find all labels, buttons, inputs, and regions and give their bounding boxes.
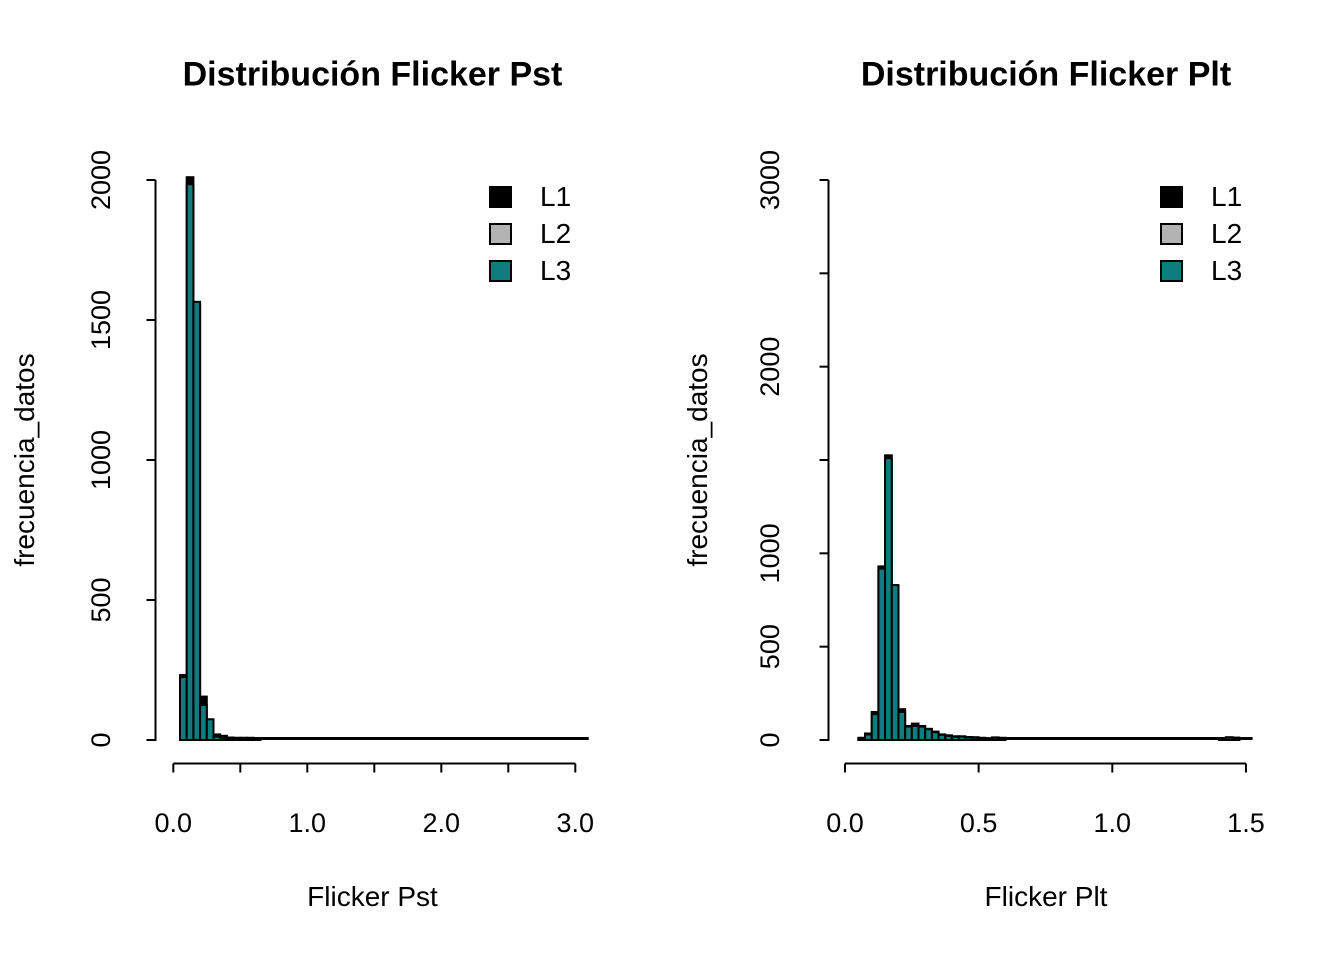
legend-label-l1: L1 xyxy=(1211,181,1243,212)
legend-item-l2: L2 xyxy=(1160,218,1243,249)
x-tick-label: 0.0 xyxy=(155,808,193,838)
x-tick-label: 2.0 xyxy=(423,808,461,838)
histogram-bar-l3 xyxy=(232,737,242,742)
histogram-bar-l3 xyxy=(239,737,249,742)
histogram-bar-l3 xyxy=(1218,737,1227,742)
y-tick-label: 0 xyxy=(755,732,785,747)
x-tick-label: 0.0 xyxy=(826,808,864,838)
y-axis-label-plt: frecuencia_datos xyxy=(682,353,713,567)
legend-plt: L1 L2 L3 xyxy=(1160,181,1243,297)
histogram-bar-l3 xyxy=(864,733,873,742)
histogram-bar-l3 xyxy=(991,736,1000,742)
histogram-bar-l3 xyxy=(1231,736,1241,741)
histogram-bar-l3 xyxy=(977,737,987,742)
histogram-bar-l3 xyxy=(219,736,228,742)
histogram-bar-l3 xyxy=(890,584,900,741)
y-tick-label: 2000 xyxy=(755,337,785,397)
y-tick-label: 1000 xyxy=(86,430,116,490)
histogram-bar-l3 xyxy=(252,737,262,741)
x-tick-label: 1.0 xyxy=(1094,808,1132,838)
histogram-bar-l3 xyxy=(877,567,887,742)
y-tick-label: 3000 xyxy=(755,150,785,210)
legend-item-l3: L3 xyxy=(1160,255,1243,286)
histogram-bar-l3 xyxy=(904,725,913,741)
y-tick-label: 1500 xyxy=(86,290,116,350)
chart-title-plt: Distribución Flicker Plt xyxy=(860,55,1232,94)
legend-item-l3: L3 xyxy=(489,255,572,286)
legend-label-l2: L2 xyxy=(540,218,572,249)
y-tick-label: 500 xyxy=(755,624,785,669)
y-tick-label: 1000 xyxy=(755,523,785,583)
legend-item-l1: L1 xyxy=(1160,181,1243,212)
histogram-bar-l3 xyxy=(997,737,1007,742)
x-tick-label: 1.5 xyxy=(1227,808,1265,838)
y-axis-label-pst: frecuencia_datos xyxy=(9,353,40,567)
y-tick-label: 2000 xyxy=(86,150,116,210)
x-tick-label: 3.0 xyxy=(557,808,595,838)
histogram-bar-l3 xyxy=(246,737,255,742)
histogram-bar-l3 xyxy=(225,737,235,742)
legend-label-l3: L3 xyxy=(1211,255,1243,286)
y-tick-label: 0 xyxy=(86,732,116,747)
histogram-bar-l3 xyxy=(984,737,994,741)
legend-label-l2: L2 xyxy=(1211,218,1243,249)
histogram-bar-l3 xyxy=(212,735,222,742)
legend-swatch-l3 xyxy=(1160,260,1183,282)
histogram-bar-l3 xyxy=(917,725,927,741)
histogram-bar-l3 xyxy=(205,718,215,742)
histogram-bar-l3 xyxy=(185,183,195,741)
legend-item-l2: L2 xyxy=(489,218,572,249)
chart-title-pst: Distribución Flicker Pst xyxy=(182,55,563,94)
y-tick-label: 500 xyxy=(86,577,116,622)
histogram-bar-l3 xyxy=(1224,736,1234,741)
legend-swatch-l2 xyxy=(1160,223,1183,245)
legend-swatch-l3 xyxy=(489,260,512,282)
histogram-bar-l3 xyxy=(924,728,933,742)
histogram-bar-l3 xyxy=(957,735,967,742)
zero-tail xyxy=(1005,737,1253,740)
legend-item-l1: L1 xyxy=(489,181,572,212)
histogram-bar-l3 xyxy=(884,457,893,741)
legend-swatch-l2 xyxy=(489,223,512,245)
histogram-bar-l3 xyxy=(897,711,907,741)
x-axis-label-plt: Flicker Plt xyxy=(984,881,1108,912)
legend-pst: L1 L2 L3 xyxy=(489,181,572,297)
histogram-bar-l3 xyxy=(944,734,953,741)
histogram-bar-l3 xyxy=(910,725,920,741)
legend-label-l1: L1 xyxy=(540,181,572,212)
histogram-bar-l3 xyxy=(857,737,867,742)
x-tick-label: 0.5 xyxy=(960,808,998,838)
histogram-bar-l3 xyxy=(870,713,880,741)
x-axis-label-pst: Flicker Pst xyxy=(307,881,438,912)
histogram-bar-l3 xyxy=(970,736,980,742)
histogram-bar-l3 xyxy=(192,300,202,741)
histogram-bar-l3 xyxy=(930,731,940,741)
legend-swatch-l1 xyxy=(489,186,512,208)
zero-tail xyxy=(260,737,589,740)
legend-label-l3: L3 xyxy=(540,255,572,286)
x-tick-label: 1.0 xyxy=(289,808,327,838)
histogram-bar-l3 xyxy=(179,676,188,741)
histogram-bar-l3 xyxy=(964,736,973,741)
histogram-bar-l3 xyxy=(950,735,960,742)
histogram-bar-l3 xyxy=(199,704,208,741)
legend-swatch-l1 xyxy=(1160,186,1183,208)
histogram-bar-l3 xyxy=(937,733,947,741)
